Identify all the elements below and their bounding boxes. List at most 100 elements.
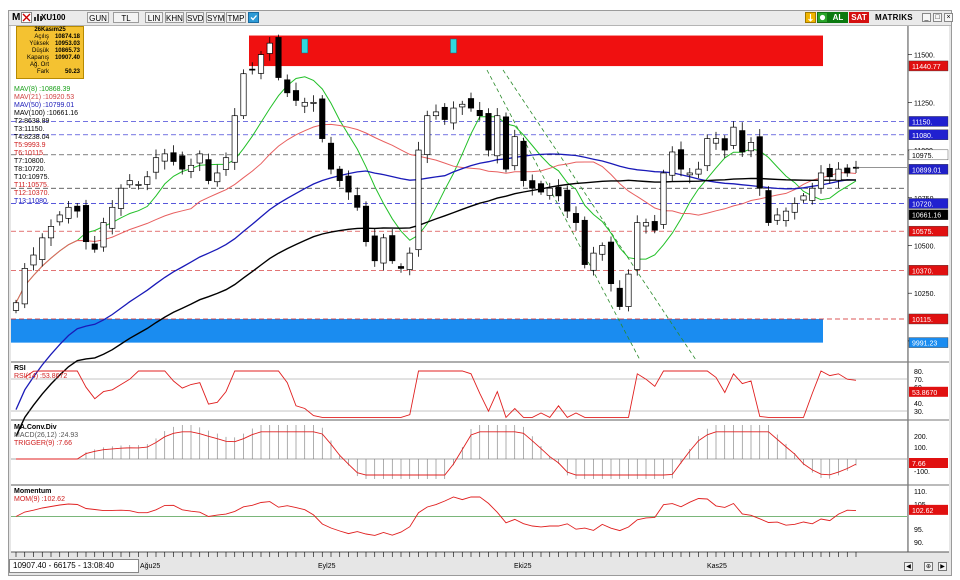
candle[interactable] bbox=[170, 145, 177, 166]
candle[interactable] bbox=[590, 246, 597, 276]
settings-icon[interactable] bbox=[248, 12, 259, 23]
momentum-line[interactable] bbox=[15, 496, 857, 536]
candle[interactable] bbox=[721, 135, 728, 159]
candle[interactable] bbox=[12, 299, 20, 314]
candle[interactable] bbox=[30, 247, 37, 271]
candle[interactable] bbox=[319, 95, 326, 143]
candle[interactable] bbox=[100, 217, 107, 252]
buy-button[interactable]: AL bbox=[828, 12, 848, 23]
candle[interactable] bbox=[529, 174, 536, 196]
legend-mav8[interactable]: MAV(8) :10868.39 bbox=[14, 86, 71, 93]
candle[interactable] bbox=[467, 92, 475, 112]
candle[interactable] bbox=[82, 199, 90, 250]
mav8-line[interactable] bbox=[15, 76, 857, 303]
template-button[interactable]: TMP bbox=[226, 12, 246, 23]
candle[interactable] bbox=[520, 137, 527, 187]
candle[interactable] bbox=[74, 203, 81, 218]
signal-marker[interactable] bbox=[450, 38, 457, 54]
candle[interactable] bbox=[581, 216, 588, 269]
candle[interactable] bbox=[494, 108, 501, 164]
candle[interactable] bbox=[616, 280, 623, 310]
scale-button[interactable]: LIN bbox=[145, 12, 163, 23]
candle[interactable] bbox=[406, 247, 413, 276]
candle[interactable] bbox=[704, 134, 711, 172]
volume-button[interactable]: SVD bbox=[186, 12, 204, 23]
alarm-icon[interactable] bbox=[817, 12, 828, 23]
candle[interactable] bbox=[327, 136, 335, 175]
trigger-legend[interactable]: TRIGGER(9) :7.66 bbox=[14, 440, 72, 447]
candle[interactable] bbox=[240, 69, 247, 119]
period-button[interactable]: GUN bbox=[87, 12, 109, 23]
candle[interactable] bbox=[747, 137, 755, 158]
sort-icon[interactable] bbox=[805, 12, 816, 23]
candle[interactable] bbox=[686, 167, 693, 184]
trigger-line[interactable] bbox=[16, 431, 857, 476]
candle[interactable] bbox=[809, 182, 816, 205]
bars-icon[interactable] bbox=[33, 12, 44, 23]
candle[interactable] bbox=[65, 201, 72, 224]
candle[interactable] bbox=[47, 219, 55, 247]
rsi-legend[interactable]: RSI(14) :53.8672 bbox=[14, 373, 68, 380]
candle[interactable] bbox=[196, 150, 203, 172]
sell-button[interactable]: SAT bbox=[849, 12, 869, 23]
rsi-line[interactable] bbox=[24, 370, 857, 419]
candle[interactable] bbox=[424, 110, 431, 164]
candle[interactable] bbox=[660, 169, 667, 229]
momentum-legend[interactable]: MOM(9) :102.62 bbox=[14, 496, 65, 503]
candle[interactable] bbox=[161, 148, 168, 170]
candle[interactable] bbox=[371, 228, 378, 267]
mav21-line[interactable] bbox=[15, 123, 857, 303]
candle[interactable] bbox=[450, 101, 457, 130]
candle[interactable] bbox=[109, 200, 116, 235]
candle[interactable] bbox=[205, 153, 212, 185]
legend-mav100[interactable]: MAV(100) :10661.16 bbox=[14, 110, 79, 117]
candle[interactable] bbox=[459, 100, 466, 115]
candle[interactable] bbox=[135, 181, 142, 190]
candle[interactable] bbox=[774, 208, 781, 225]
candle[interactable] bbox=[782, 207, 790, 227]
candle[interactable] bbox=[642, 218, 650, 234]
candle[interactable] bbox=[765, 186, 772, 226]
candle[interactable] bbox=[669, 146, 676, 181]
candle[interactable] bbox=[266, 37, 273, 61]
candle[interactable] bbox=[607, 236, 615, 292]
candle-button[interactable]: KHN bbox=[165, 12, 184, 23]
candle[interactable] bbox=[485, 108, 492, 157]
legend-mav21[interactable]: MAV(21) :10920.53 bbox=[14, 94, 75, 101]
legend-mav50[interactable]: MAV(50) :10799.01 bbox=[14, 102, 75, 109]
candle[interactable] bbox=[284, 74, 291, 97]
candle[interactable] bbox=[546, 182, 553, 200]
candle[interactable] bbox=[336, 166, 343, 188]
support-zone[interactable] bbox=[11, 318, 823, 343]
resistance-zone[interactable] bbox=[249, 35, 823, 67]
candle[interactable] bbox=[739, 122, 746, 157]
candle[interactable] bbox=[844, 164, 851, 177]
candle[interactable] bbox=[625, 269, 632, 312]
candle[interactable] bbox=[415, 141, 422, 257]
mav50-line[interactable] bbox=[15, 153, 857, 410]
scroll-right-icon[interactable]: ▶ bbox=[938, 562, 947, 571]
candle[interactable] bbox=[564, 185, 571, 219]
candle[interactable] bbox=[380, 233, 387, 271]
candle[interactable] bbox=[126, 174, 133, 188]
candle[interactable] bbox=[537, 180, 545, 195]
candle[interactable] bbox=[677, 141, 685, 177]
candle[interactable] bbox=[56, 211, 63, 226]
macd-legend[interactable]: MACD(26,12) :24.93 bbox=[14, 432, 79, 439]
candle[interactable] bbox=[310, 95, 317, 112]
candle[interactable] bbox=[389, 229, 396, 264]
candle[interactable] bbox=[476, 101, 483, 121]
trendline-upper[interactable] bbox=[486, 69, 641, 361]
candle[interactable] bbox=[144, 171, 151, 191]
candle[interactable] bbox=[712, 131, 720, 150]
candle[interactable] bbox=[362, 201, 370, 247]
close-symbol-icon[interactable] bbox=[21, 12, 32, 23]
candle[interactable] bbox=[651, 214, 658, 234]
candle[interactable] bbox=[791, 197, 798, 220]
minimize-icon[interactable]: _ bbox=[922, 13, 931, 22]
currency-button[interactable]: TL bbox=[113, 12, 139, 23]
candle[interactable] bbox=[117, 184, 125, 216]
candle[interactable] bbox=[800, 193, 807, 203]
candle[interactable] bbox=[572, 206, 580, 231]
signal-marker[interactable] bbox=[301, 38, 308, 54]
